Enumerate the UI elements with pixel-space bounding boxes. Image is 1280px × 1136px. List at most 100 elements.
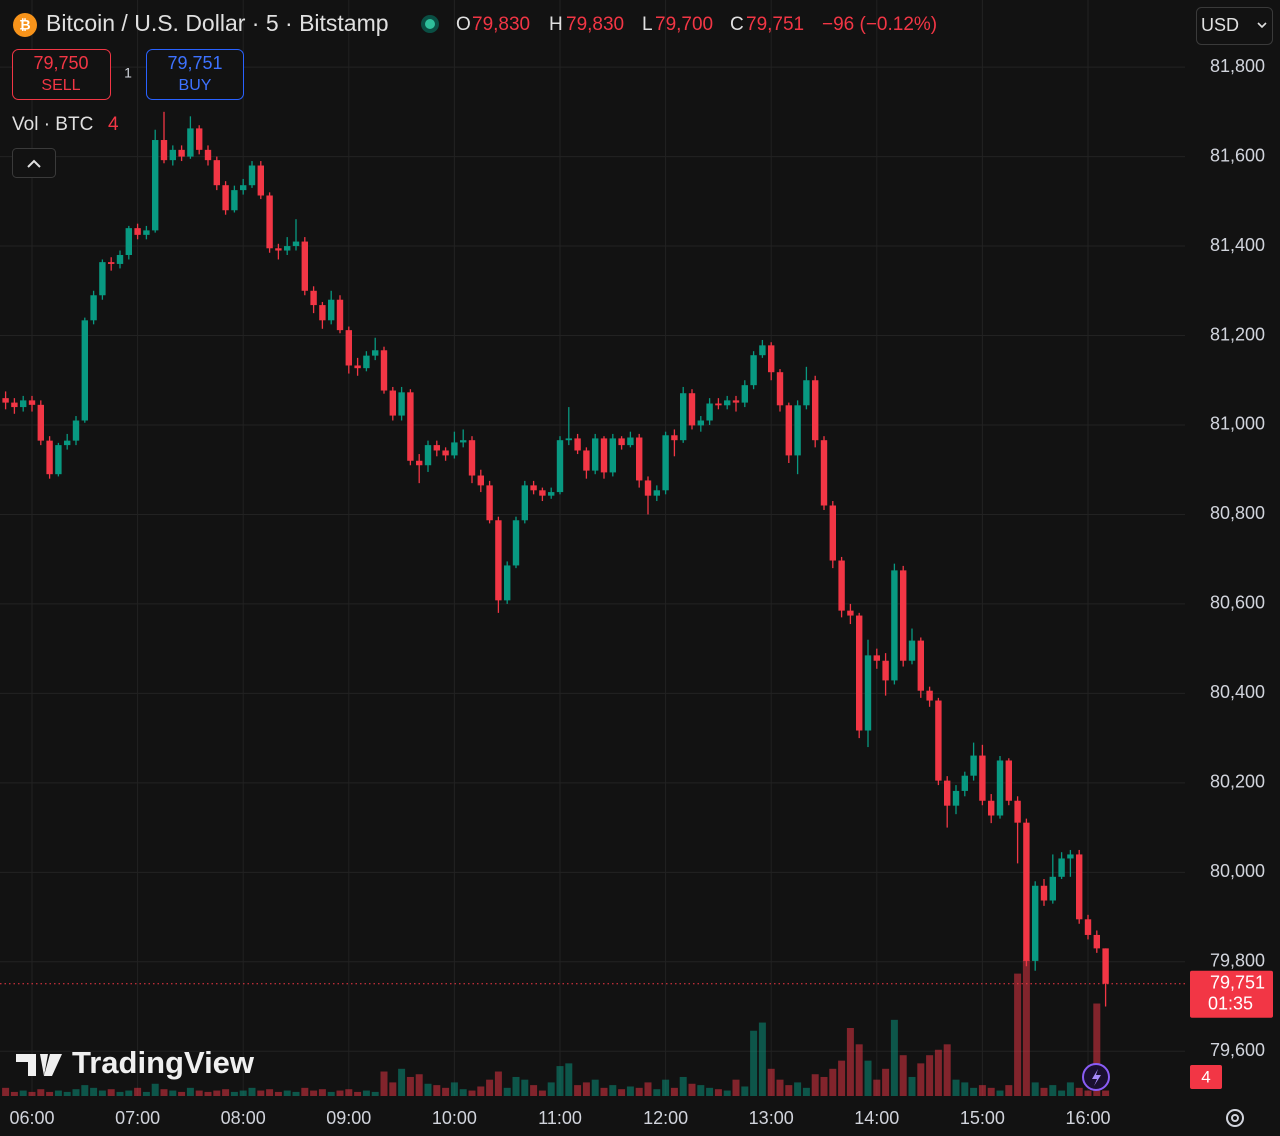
volume-bar bbox=[230, 1091, 238, 1096]
volume-bar bbox=[46, 1091, 54, 1096]
last-price-box bbox=[1190, 970, 1273, 1018]
candle-body bbox=[592, 438, 599, 471]
candle-body bbox=[398, 392, 405, 416]
volume-bar bbox=[767, 1068, 775, 1096]
candle-body bbox=[539, 490, 546, 496]
volume-pane bbox=[2, 960, 1110, 1096]
bitcoin-glyph: ₿ bbox=[19, 17, 30, 33]
candle-body bbox=[882, 660, 889, 681]
candle-body bbox=[1040, 885, 1048, 901]
volume-bar bbox=[1040, 1087, 1048, 1096]
candle-body bbox=[935, 700, 942, 781]
volume-bar bbox=[283, 1090, 291, 1096]
volume-bar bbox=[811, 1074, 819, 1096]
candle-body bbox=[1023, 822, 1030, 961]
candle-body bbox=[715, 403, 722, 406]
volume-bar bbox=[688, 1083, 696, 1096]
volume-bar bbox=[1102, 1090, 1110, 1096]
candle-body bbox=[328, 299, 335, 321]
volume-bar bbox=[204, 1091, 212, 1096]
y-tick-label: 80,200 bbox=[1210, 772, 1265, 792]
candle-body bbox=[662, 435, 669, 491]
volume-bar bbox=[239, 1090, 247, 1096]
volume-bar bbox=[1084, 1090, 1092, 1096]
volume-bar bbox=[468, 1090, 476, 1096]
ohlc-key: C bbox=[730, 14, 744, 35]
candle-body bbox=[231, 190, 238, 211]
candle-body bbox=[28, 400, 36, 405]
collapse-button[interactable] bbox=[12, 148, 56, 178]
y-tick-label: 80,600 bbox=[1210, 593, 1265, 613]
candle-body bbox=[1102, 948, 1109, 984]
volume-bar bbox=[213, 1090, 221, 1096]
ohlc-value: 79,751 bbox=[746, 14, 804, 35]
volume-bar bbox=[1093, 1003, 1101, 1096]
candle-body bbox=[64, 440, 71, 446]
candle-body bbox=[1058, 858, 1065, 877]
candle-body bbox=[424, 445, 432, 466]
volume-bar bbox=[873, 1079, 881, 1096]
candle-body bbox=[803, 380, 810, 406]
volume-bar bbox=[336, 1090, 344, 1096]
sell-label: SELL bbox=[41, 77, 80, 94]
candle-body bbox=[548, 492, 555, 496]
volume-bar bbox=[54, 1090, 62, 1096]
candle-body bbox=[11, 402, 18, 408]
candle-body bbox=[187, 128, 194, 157]
candle-body bbox=[213, 160, 220, 186]
buy-label: BUY bbox=[179, 77, 212, 94]
currency: USD bbox=[1201, 15, 1239, 35]
buy-price: 79,751 bbox=[167, 53, 222, 73]
volume-bar bbox=[1075, 1087, 1083, 1096]
volume-bar bbox=[846, 1028, 854, 1096]
candle-body bbox=[600, 438, 608, 473]
volume-bar bbox=[926, 1055, 934, 1096]
volume-bar bbox=[635, 1087, 643, 1096]
x-tick-label: 14:00 bbox=[854, 1108, 899, 1128]
candle-body bbox=[680, 393, 687, 441]
volume-bar bbox=[160, 1089, 168, 1096]
logo-text: TradingView bbox=[72, 1045, 255, 1080]
candle-body bbox=[433, 445, 440, 451]
volume-bar bbox=[257, 1090, 265, 1096]
volume-bar bbox=[354, 1091, 362, 1096]
ohlc-key: H bbox=[549, 14, 563, 35]
candle-body bbox=[143, 230, 150, 235]
candle-body bbox=[838, 560, 845, 611]
candle-body bbox=[416, 460, 423, 466]
volume-bar bbox=[899, 1055, 907, 1096]
candle-body bbox=[1049, 876, 1056, 901]
y-tick-label: 79,600 bbox=[1210, 1040, 1265, 1060]
volume-bar bbox=[864, 1060, 872, 1096]
volume-bar bbox=[186, 1087, 194, 1096]
candle-body bbox=[99, 262, 106, 296]
buy-button[interactable] bbox=[146, 49, 244, 100]
volume-bar bbox=[565, 1063, 573, 1096]
volume-bar bbox=[794, 1082, 802, 1096]
candle-body bbox=[864, 655, 872, 731]
volume-bar bbox=[1058, 1090, 1066, 1096]
volume-bar bbox=[125, 1090, 133, 1096]
status-dot bbox=[425, 19, 435, 29]
volume-bar bbox=[19, 1090, 27, 1096]
volume-bar bbox=[741, 1086, 749, 1096]
volume-bar bbox=[1031, 1082, 1039, 1096]
candle-body bbox=[724, 400, 731, 406]
y-tick-label: 80,400 bbox=[1210, 682, 1265, 702]
sell-button[interactable] bbox=[12, 49, 111, 100]
volume-bar bbox=[750, 1030, 758, 1096]
volume-value: 4 bbox=[108, 114, 119, 135]
ohlc-value: 79,830 bbox=[566, 14, 624, 35]
candle-body bbox=[55, 445, 62, 475]
currency-dropdown[interactable] bbox=[1196, 7, 1273, 45]
candle-body bbox=[556, 440, 564, 493]
volume-bar bbox=[81, 1085, 89, 1096]
settings-icon[interactable] bbox=[1226, 1109, 1244, 1127]
volume-bar bbox=[10, 1091, 18, 1096]
candle-body bbox=[389, 390, 396, 416]
y-tick-label: 81,600 bbox=[1210, 145, 1265, 165]
volume-bar bbox=[301, 1087, 309, 1096]
ohlc-value: 79,830 bbox=[472, 14, 530, 35]
candle-body bbox=[1076, 854, 1083, 920]
y-tick-label: 81,000 bbox=[1210, 414, 1265, 434]
